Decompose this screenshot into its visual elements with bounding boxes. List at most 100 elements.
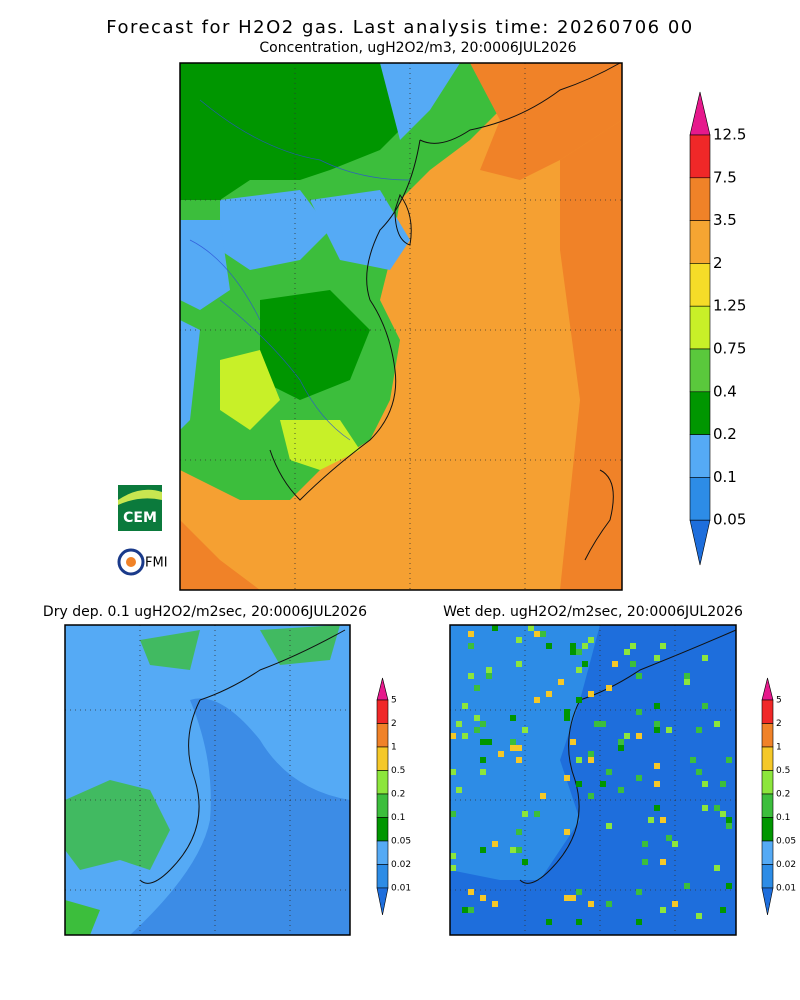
wet-speckle (510, 739, 516, 745)
colorbar-cap (761, 887, 774, 916)
wet-speckle (660, 643, 666, 649)
wet-speckle (660, 817, 666, 823)
colorbar-label: 0.01 (776, 884, 796, 894)
wet-speckle (636, 775, 642, 781)
fmi-text: FMI (145, 556, 168, 571)
wet-speckle (510, 745, 516, 751)
colorbar-cap (376, 887, 389, 916)
wet-speckle (576, 697, 582, 703)
colorbar-segment (689, 305, 711, 350)
wet-speckle (510, 715, 516, 721)
wet-speckle (720, 811, 726, 817)
wet-speckle (606, 769, 612, 775)
wet-speckle (570, 643, 576, 649)
colorbar-segment (689, 177, 711, 221)
wet-speckle (510, 847, 516, 853)
wet-speckle (486, 667, 492, 673)
colorbar-segment (376, 770, 389, 795)
page-title: Forecast for H2O2 gas. Last analysis tim… (106, 17, 693, 38)
colorbar-label: 2 (713, 254, 723, 272)
wet-speckle (564, 715, 570, 721)
wet-speckle (486, 739, 492, 745)
dry-colorbar: 5 2 1 0.5 0.2 0.1 0.05 0.02 0.01 (376, 677, 411, 916)
wet-speckle (660, 859, 666, 865)
wet-speckle (636, 919, 642, 925)
wet-speckle (480, 739, 486, 745)
colorbar-segment (689, 348, 711, 393)
colorbar-segment (761, 793, 774, 818)
wet-speckle (450, 853, 456, 859)
wet-speckle (624, 733, 630, 739)
wet-speckle (576, 919, 582, 925)
colorbar-label: 0.1 (776, 813, 790, 823)
wet-speckle (474, 715, 480, 721)
colorbar-label: 0.02 (776, 860, 796, 870)
wet-speckle (636, 889, 642, 895)
wet-speckle (498, 751, 504, 757)
wet-speckle (522, 727, 528, 733)
main-map (179, 62, 623, 591)
wet-speckle (534, 631, 540, 637)
wet-speckle (660, 907, 666, 913)
wet-speckle (582, 661, 588, 667)
wet-speckle (606, 685, 612, 691)
colorbar-segment (689, 220, 711, 264)
colorbar-label: 1 (391, 743, 397, 753)
wet-speckle (480, 721, 486, 727)
colorbar-label: 1 (776, 743, 782, 753)
wet-speckle (702, 655, 708, 661)
wet-speckle (714, 865, 720, 871)
wet-speckle (726, 883, 732, 889)
colorbar-cap (761, 677, 774, 701)
wet-speckle (450, 811, 456, 817)
wet-speckle (666, 835, 672, 841)
wet-title: Wet dep. ugH2O2/m2sec, 20:0006JUL2026 (443, 604, 743, 620)
wet-speckle (618, 787, 624, 793)
colorbar-label: 0.05 (713, 511, 746, 529)
wet-speckle (456, 787, 462, 793)
wet-speckle (588, 793, 594, 799)
wet-speckle (636, 709, 642, 715)
wet-colorbar: 5 2 1 0.5 0.2 0.1 0.05 0.02 0.01 (761, 677, 796, 916)
wet-speckle (624, 649, 630, 655)
wet-speckle (726, 817, 732, 823)
wet-speckle (576, 889, 582, 895)
wet-speckle (642, 841, 648, 847)
wet-speckle (672, 841, 678, 847)
wet-speckle (654, 763, 660, 769)
colorbar-segment (761, 864, 774, 889)
wet-speckle (540, 631, 546, 637)
colorbar-label: 1.25 (713, 297, 746, 315)
wet-speckle (588, 691, 594, 697)
wet-speckle (528, 625, 534, 631)
wet-speckle (486, 673, 492, 679)
wet-speckle (600, 781, 606, 787)
wet-speckle (582, 643, 588, 649)
main-subtitle: Concentration, ugH2O2/m3, 20:0006JUL2026 (259, 40, 576, 56)
wet-speckle (618, 745, 624, 751)
colorbar-segment (689, 134, 711, 179)
dry-title: Dry dep. 0.1 ugH2O2/m2sec, 20:0006JUL202… (43, 604, 367, 620)
colorbar-segment (761, 770, 774, 795)
colorbar-label: 0.1 (713, 468, 737, 486)
wet-speckle (492, 901, 498, 907)
colorbar-label: 0.2 (776, 790, 790, 800)
colorbar-label: 7.5 (713, 168, 737, 186)
colorbar-label: 2 (391, 719, 397, 729)
wet-speckle (726, 757, 732, 763)
colorbar-segment (376, 746, 389, 771)
main-colorbar: 12.5 7.5 3.5 2 1.25 0.75 0.4 0.2 0.1 0.05 (689, 91, 746, 566)
colorbar-label: 0.4 (713, 382, 737, 400)
wet-speckle (696, 769, 702, 775)
wet-speckle (462, 703, 468, 709)
wet-speckle (600, 721, 606, 727)
colorbar-segment (376, 840, 389, 865)
colorbar-segment (376, 864, 389, 889)
wet-speckle (546, 691, 552, 697)
colorbar-label: 0.2 (713, 425, 737, 443)
wet-speckle (606, 901, 612, 907)
colorbar-label: 0.75 (713, 340, 746, 358)
wet-speckle (474, 727, 480, 733)
colorbar-segment (761, 699, 774, 724)
colorbar-label: 5 (776, 696, 782, 706)
